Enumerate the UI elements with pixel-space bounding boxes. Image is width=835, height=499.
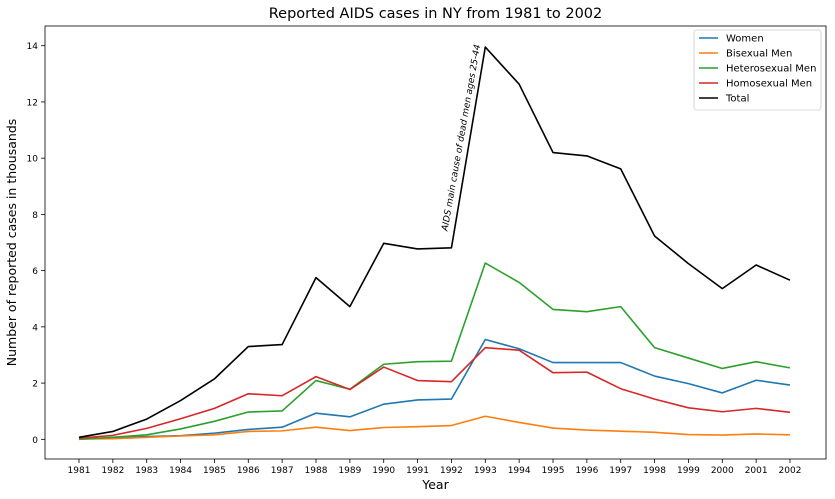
x-tick-label: 1997 (609, 466, 632, 476)
legend-entry: Bisexual Men (726, 49, 792, 60)
x-tick-label: 2002 (779, 466, 802, 476)
series-layer (78, 46, 791, 441)
legend-box (693, 29, 822, 111)
x-tick-label: 1994 (508, 466, 531, 476)
x-tick-label: 1999 (677, 466, 700, 476)
legend: Women Bisexual Men Heterosexual Men Homosex… (693, 29, 822, 111)
x-tick-label: 1998 (643, 466, 666, 476)
x-tick-label: 1986 (237, 466, 260, 476)
legend-entry: Total (725, 94, 749, 105)
y-tick-label: 6 (32, 267, 38, 277)
x-tick-label: 1993 (474, 466, 497, 476)
x-tick-label: 1991 (406, 466, 429, 476)
x-tick-label: 1982 (101, 466, 124, 476)
x-tick-label: 2001 (745, 466, 768, 476)
chart-title: Reported AIDS cases in NY from 1981 to 2… (269, 6, 603, 22)
x-axis: 1981 1982 1983 1984 1985 1986 1987 1988 1989 1990… (68, 459, 802, 476)
legend-entry: Heterosexual Men (726, 64, 816, 75)
x-tick-label: 1987 (271, 466, 294, 476)
y-tick-label: 4 (32, 323, 38, 333)
y-tick-label: 14 (27, 42, 39, 52)
y-axis-title: Number of reported cases in thousands (4, 119, 19, 367)
x-tick-label: 1983 (135, 466, 158, 476)
y-tick-label: 2 (32, 380, 38, 390)
x-tick-label: 2000 (711, 466, 734, 476)
x-tick-label: 1995 (542, 466, 565, 476)
x-tick-label: 1990 (372, 466, 395, 476)
series-line-heterosexual-men (78, 262, 791, 441)
x-tick-label: 1984 (169, 466, 192, 476)
x-tick-label: 1992 (440, 466, 463, 476)
x-tick-label: 1989 (338, 466, 361, 476)
x-tick-label: 1985 (203, 466, 226, 476)
y-tick-label: 12 (27, 98, 38, 108)
x-tick-label: 1981 (68, 466, 91, 476)
y-tick-label: 10 (27, 155, 39, 165)
y-tick-label: 0 (32, 436, 38, 446)
y-tick-label: 8 (32, 211, 38, 221)
plot-area-frame (44, 25, 827, 460)
series-line-homosexual-men (78, 346, 791, 439)
x-tick-label: 1996 (575, 466, 598, 476)
series-line-women (78, 338, 791, 440)
y-axis: 0 2 4 6 8 10 12 14 (27, 42, 45, 446)
x-axis-title: Year (421, 477, 449, 492)
legend-entry: Women (726, 34, 764, 45)
legend-entry: Homosexual Men (726, 79, 812, 90)
series-line-bisexual-men (78, 415, 791, 440)
x-tick-label: 1988 (305, 466, 328, 476)
series-line-total (78, 46, 791, 439)
